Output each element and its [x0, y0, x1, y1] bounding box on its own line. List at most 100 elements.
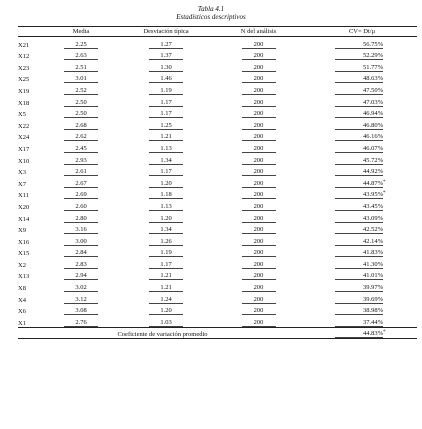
- table-row: X14 2.80 1.20 200 43.09%: [18, 211, 417, 223]
- row-cv-cell: 43.09%: [307, 211, 417, 223]
- row-dt-cell: 1.20: [122, 304, 210, 316]
- row-n-cell: 200: [210, 153, 307, 165]
- table-row: X24 2.62 1.21 200 46.16%: [18, 130, 417, 142]
- header-n: N del análisis: [210, 26, 307, 37]
- row-label: X16: [18, 238, 30, 246]
- row-dt-cell: 1.21: [122, 269, 210, 281]
- row-dt-cell: 1.17: [122, 107, 210, 119]
- row-dt: 1.27: [149, 41, 183, 49]
- row-n: 200: [241, 75, 276, 84]
- row-cv: 41.01%: [335, 272, 383, 281]
- row-label: X11: [18, 192, 29, 200]
- row-dt-cell: 1.27: [122, 37, 210, 49]
- row-label: X25: [18, 76, 30, 84]
- table-body: X21 2.25 1.27 200 56.75% X12 2.63 1.37 200 52.29%…: [18, 37, 417, 328]
- row-media-cell: 2.52: [40, 83, 122, 95]
- row-cv: 39.69%: [335, 296, 383, 304]
- row-dt-cell: 1.24: [122, 292, 210, 304]
- row-media-cell: 2.62: [40, 130, 122, 142]
- row-cv: 46.07%: [335, 145, 383, 153]
- table-row: X3 2.61 1.17 200 44.92%: [18, 165, 417, 177]
- row-dt-cell: 1.21: [122, 130, 210, 142]
- row-cv-cell: 41.01%: [307, 269, 417, 281]
- row-n: 200: [241, 203, 276, 211]
- row-dt: 1.21: [149, 272, 183, 281]
- row-dt: 1.34: [149, 157, 183, 165]
- row-dt-cell: 1.20: [122, 176, 210, 188]
- row-dt: 1.20: [149, 215, 183, 223]
- row-cv: 37.44%: [335, 319, 383, 327]
- row-n-cell: 200: [210, 130, 307, 142]
- row-n-cell: 200: [210, 280, 307, 293]
- row-cv-cell: 42.52%: [307, 223, 417, 235]
- row-media: 3.12: [64, 296, 98, 304]
- row-media-cell: 2.61: [40, 165, 122, 177]
- row-n-cell: 200: [210, 95, 307, 107]
- row-dt: 1.30: [149, 64, 183, 72]
- row-dt-cell: 1.19: [122, 246, 210, 258]
- row-media: 2.62: [64, 133, 98, 142]
- row-n: 200: [241, 226, 276, 235]
- row-dt: 1.13: [149, 203, 183, 211]
- row-media-cell: 2.51: [40, 60, 122, 72]
- row-media: 2.83: [64, 261, 98, 269]
- row-media-cell: 2.45: [40, 141, 122, 153]
- row-label: X6: [18, 308, 26, 316]
- row-n-cell: 200: [210, 234, 307, 246]
- row-label: X18: [18, 99, 30, 107]
- row-n-cell: 200: [210, 165, 307, 177]
- row-dt: 1.17: [149, 168, 183, 177]
- table-row: X10 2.93 1.34 200 45.72%: [18, 153, 417, 165]
- row-n-cell: 200: [210, 269, 307, 281]
- row-n-cell: 200: [210, 107, 307, 119]
- row-media: 2.51: [64, 64, 98, 72]
- row-media-cell: 3.01: [40, 72, 122, 84]
- row-media-cell: 2.50: [40, 95, 122, 107]
- row-media: 2.93: [64, 157, 98, 165]
- row-cv: 52.29%: [335, 52, 383, 61]
- row-cv-cell: 44.92%: [307, 165, 417, 177]
- row-dt: 1.24: [149, 296, 183, 304]
- row-n: 200: [241, 99, 276, 107]
- row-n: 200: [241, 249, 276, 258]
- row-media-cell: 2.69: [40, 188, 122, 200]
- summary-mark: *: [383, 329, 386, 335]
- table-row: X7 2.67 1.20 200 44.87%*: [18, 176, 417, 188]
- row-dt: 1.19: [149, 249, 183, 258]
- row-dt-cell: 1.37: [122, 49, 210, 61]
- row-media-cell: 2.84: [40, 246, 122, 258]
- row-n: 200: [241, 191, 276, 200]
- row-cv-cell: 51.77%: [307, 60, 417, 72]
- summary-row: Coeficiente de variación promedio 44.83%…: [18, 326, 417, 339]
- row-media: 2.50: [64, 99, 98, 107]
- row-media-cell: 2.68: [40, 118, 122, 130]
- row-media: 2.61: [64, 168, 98, 177]
- row-n: 200: [241, 133, 276, 142]
- row-media: 2.60: [64, 203, 98, 211]
- row-cv: 48.63%: [335, 75, 383, 84]
- row-dt: 1.18: [149, 191, 183, 200]
- row-media: 2.76: [64, 319, 98, 327]
- row-cv-cell: 43.45%: [307, 199, 417, 211]
- row-dt: 1.26: [149, 238, 183, 246]
- row-n-cell: 200: [210, 60, 307, 72]
- row-n: 200: [241, 238, 276, 246]
- table-row: X6 3.08 1.20 200 38.98%: [18, 304, 417, 316]
- row-n-cell: 200: [210, 176, 307, 188]
- row-dt: 1.03: [149, 319, 183, 327]
- row-cv-cell: 56.75%: [307, 37, 417, 49]
- row-cv: 47.50%: [335, 87, 383, 95]
- row-cv-cell: 37.44%: [307, 315, 417, 327]
- row-media: 2.69: [64, 191, 98, 200]
- row-n: 200: [241, 64, 276, 72]
- row-n: 200: [241, 157, 276, 165]
- row-label: X21: [18, 41, 30, 49]
- row-cv: 44.87%: [335, 180, 383, 188]
- row-dt: 1.25: [149, 122, 183, 130]
- row-media: 2.52: [64, 87, 98, 95]
- row-cv: 38.98%: [335, 307, 383, 316]
- row-dt: 1.19: [149, 87, 183, 95]
- row-n: 200: [241, 87, 276, 95]
- row-cv: 43.95%: [335, 191, 383, 200]
- row-n-cell: 200: [210, 246, 307, 258]
